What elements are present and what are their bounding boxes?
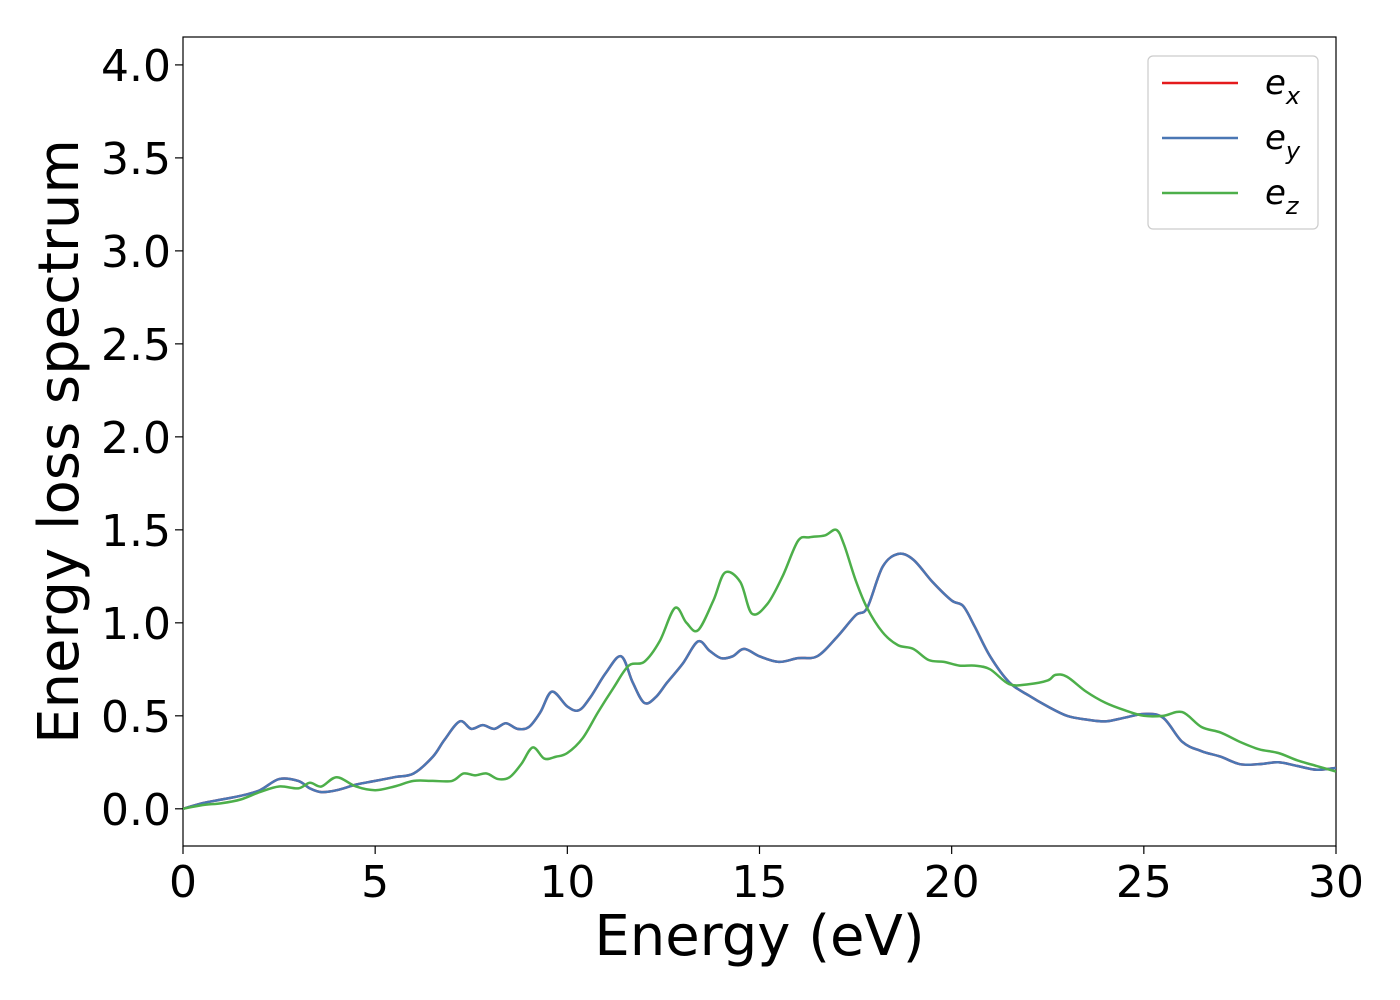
x-tick-label: 15 [732,857,788,908]
series-line-ez [183,528,1336,811]
legend-label-ex: ex [1265,63,1301,110]
legend-label-ey: ey [1265,118,1301,165]
y-tick-label: 3.5 [101,134,171,185]
y-tick-label: 4.0 [101,41,171,92]
series-line-ey [183,552,1336,811]
legend-entry-ex: ex [1162,63,1301,110]
y-tick-label: 0.0 [101,785,171,836]
x-axis: 0 5 10 15 20 25 30 [169,846,1364,908]
y-tick-label: 0.5 [101,692,171,743]
series-line-ex [183,552,1336,811]
y-axis-title: Energy loss spectrum [27,139,92,744]
x-tick-label: 25 [1116,857,1172,908]
x-tick-label: 0 [169,857,197,908]
x-axis-title: Energy (eV) [594,904,924,969]
y-axis: 0.0 0.5 1.0 1.5 2.0 2.5 3.0 3.5 4.0 [101,41,183,836]
y-tick-label: 2.5 [101,320,171,371]
y-tick-label: 1.5 [101,506,171,557]
legend: ex ey ez [1147,55,1319,230]
y-tick-label: 1.0 [101,599,171,650]
legend-label-ez: ez [1265,173,1300,220]
x-tick-label: 30 [1308,857,1364,908]
x-tick-label: 5 [361,857,389,908]
y-tick-label: 3.0 [101,227,171,278]
x-tick-label: 20 [924,857,980,908]
legend-box [1147,55,1319,230]
x-tick-label: 10 [539,857,595,908]
legend-entry-ey: ey [1162,118,1301,165]
legend-entry-ez: ez [1162,173,1300,220]
y-tick-label: 2.0 [101,413,171,464]
series-layer [183,528,1336,811]
